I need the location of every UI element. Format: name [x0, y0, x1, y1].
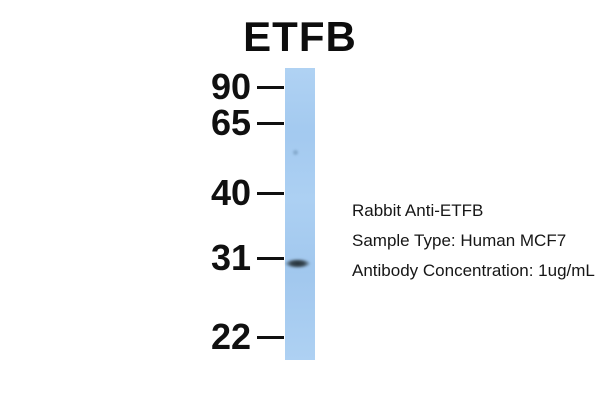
mw-marker-90: 90 — [211, 66, 284, 108]
mw-label: 90 — [210, 66, 251, 107]
gel-lane — [285, 68, 315, 360]
tick-mark — [257, 121, 284, 125]
figure-title: ETFB — [243, 13, 357, 60]
mw-label: 40 — [210, 172, 251, 213]
mw-label: 31 — [210, 237, 251, 278]
mw-marker-31: 31 — [211, 237, 284, 279]
mw-marker-65: 65 — [211, 102, 284, 144]
faint-artifact-spot — [293, 150, 298, 155]
gel-lane-texture — [285, 68, 315, 360]
mw-marker-40: 40 — [211, 172, 284, 214]
mw-label: 65 — [210, 102, 251, 143]
concentration-label: Antibody Concentration: 1ug/mL — [352, 261, 595, 280]
tick-mark — [257, 335, 284, 339]
mw-marker-22: 22 — [211, 316, 284, 358]
tick-mark — [257, 256, 284, 260]
sample-type-label: Sample Type: Human MCF7 — [352, 231, 567, 250]
tick-mark — [257, 85, 284, 89]
antibody-label: Rabbit Anti-ETFB — [352, 201, 484, 220]
mw-label: 22 — [210, 316, 251, 357]
tick-mark — [257, 191, 284, 195]
annotation-block: Rabbit Anti-ETFB Sample Type: Human MCF7… — [352, 196, 595, 286]
protein-band — [284, 257, 315, 270]
